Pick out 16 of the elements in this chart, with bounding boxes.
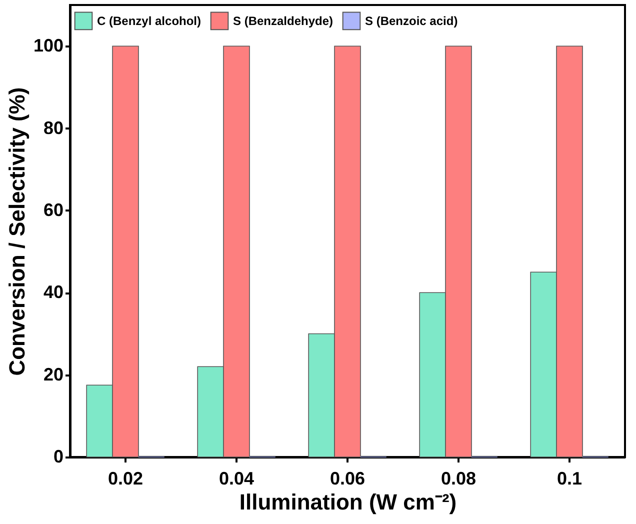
x-tick-label: 0.1 [556,468,582,488]
x-tick-label: 0.04 [218,468,254,488]
legend-label: C (Benzyl alcohol) [97,14,202,28]
y-tick-label: 20 [43,364,64,384]
x-tick-label: 0.06 [330,468,366,488]
y-axis-title: Conversion / Selectivity (%) [4,87,30,376]
y-tick-label: 80 [43,118,64,138]
y-tick-label: 40 [43,282,64,302]
y-tick-label: 100 [33,36,64,56]
x-tick-label: 0.08 [440,468,476,488]
y-tick-label: 60 [43,200,64,220]
legend-label: S (Benzaldehyde) [233,14,334,28]
legend-label: S (Benzoic acid) [365,14,458,28]
x-tick-label: 0.02 [108,468,144,488]
y-tick-label: 0 [53,446,64,466]
x-axis-title: Illumination (W cm⁻²) [239,490,457,514]
